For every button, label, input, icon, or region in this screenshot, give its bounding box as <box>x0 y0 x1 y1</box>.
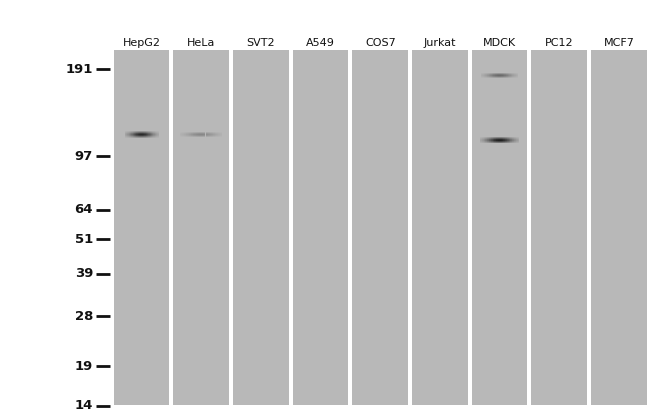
Text: HepG2: HepG2 <box>123 38 161 48</box>
Text: 191: 191 <box>66 63 93 76</box>
Bar <box>472 50 527 405</box>
Text: MCF7: MCF7 <box>603 38 634 48</box>
Text: 28: 28 <box>75 310 93 323</box>
Text: MDCK: MDCK <box>483 38 516 48</box>
Bar <box>174 50 229 405</box>
Text: HeLa: HeLa <box>187 38 215 48</box>
Bar <box>352 50 408 405</box>
Bar <box>233 50 289 405</box>
Text: COS7: COS7 <box>365 38 396 48</box>
Text: 64: 64 <box>75 204 93 217</box>
Bar <box>114 50 170 405</box>
Text: A549: A549 <box>306 38 335 48</box>
Bar <box>412 50 468 405</box>
Text: PC12: PC12 <box>545 38 573 48</box>
Text: Jurkat: Jurkat <box>424 38 456 48</box>
Bar <box>292 50 348 405</box>
Text: 19: 19 <box>75 360 93 373</box>
Text: 39: 39 <box>75 267 93 280</box>
Text: 97: 97 <box>75 150 93 163</box>
Text: SVT2: SVT2 <box>246 38 275 48</box>
Text: 14: 14 <box>75 399 93 412</box>
Bar <box>591 50 647 405</box>
Text: 51: 51 <box>75 233 93 246</box>
Bar <box>532 50 587 405</box>
